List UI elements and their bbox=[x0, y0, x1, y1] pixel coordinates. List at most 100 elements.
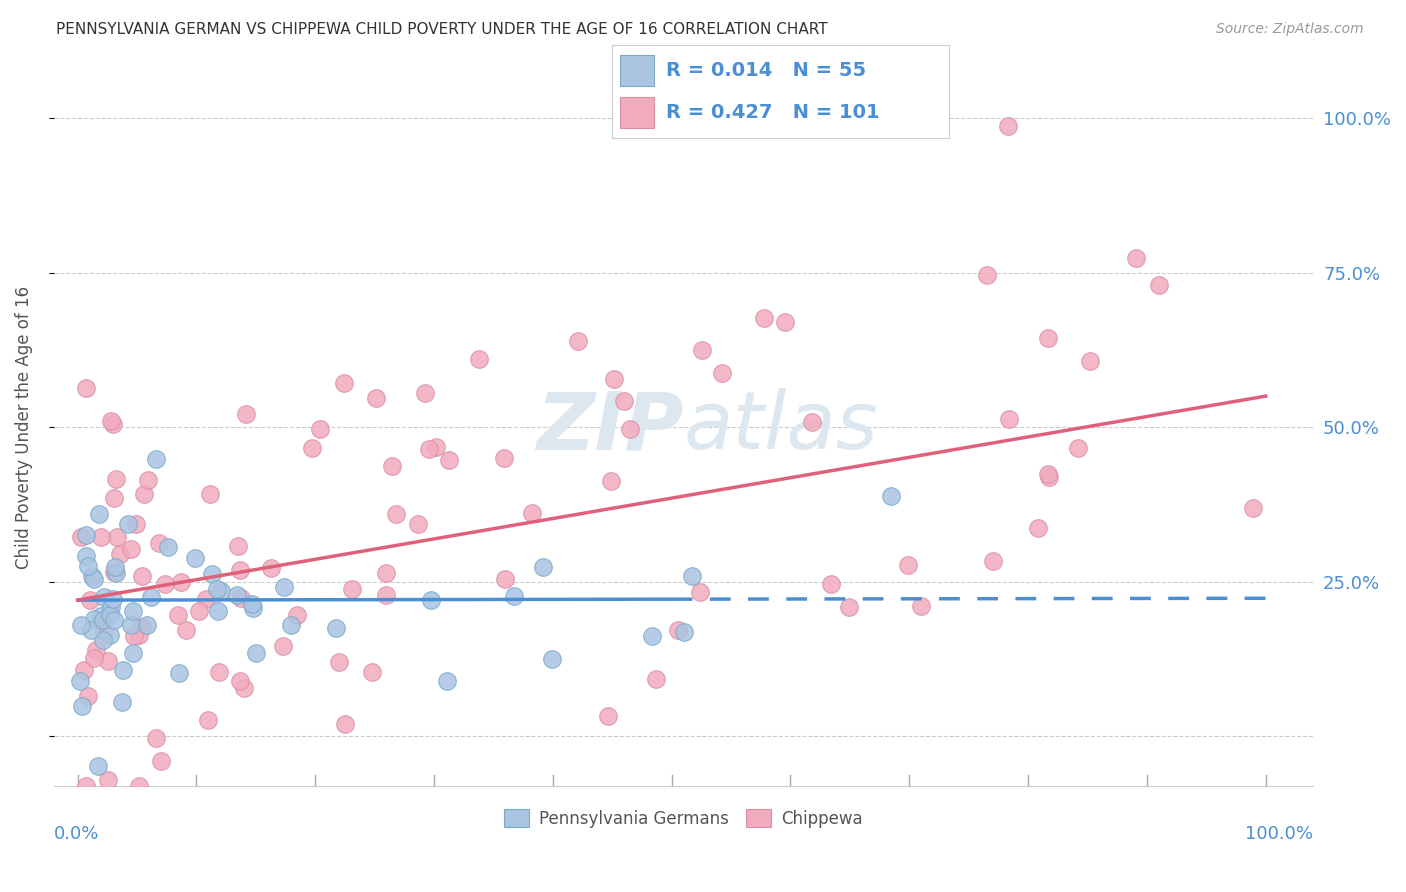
Point bbox=[108, 547, 131, 561]
Text: 100.0%: 100.0% bbox=[1246, 825, 1313, 843]
Point bbox=[97, 654, 120, 668]
Text: 0.0%: 0.0% bbox=[53, 825, 100, 843]
Point bbox=[673, 625, 696, 640]
Point bbox=[136, 473, 159, 487]
Point bbox=[120, 541, 142, 556]
Point bbox=[121, 604, 143, 618]
Point bbox=[437, 452, 460, 467]
Point bbox=[70, 698, 93, 713]
Point bbox=[83, 651, 105, 665]
Point bbox=[90, 608, 112, 623]
Point bbox=[235, 407, 257, 421]
Point bbox=[773, 315, 796, 329]
Point bbox=[197, 713, 219, 727]
Point bbox=[641, 629, 664, 643]
Point bbox=[91, 613, 114, 627]
Point bbox=[229, 563, 252, 577]
Point bbox=[997, 120, 1019, 134]
Point bbox=[229, 674, 252, 689]
Point bbox=[198, 487, 221, 501]
Point bbox=[381, 458, 404, 473]
Point bbox=[77, 689, 100, 703]
Point bbox=[207, 604, 229, 618]
Point bbox=[103, 613, 125, 627]
Point bbox=[131, 569, 153, 583]
Point bbox=[1038, 470, 1060, 484]
Point bbox=[139, 590, 162, 604]
Point bbox=[406, 516, 429, 531]
Point bbox=[148, 536, 170, 550]
Text: atlas: atlas bbox=[683, 388, 879, 466]
Point bbox=[599, 474, 621, 488]
Point bbox=[1036, 331, 1059, 345]
Point bbox=[75, 779, 97, 793]
Point bbox=[1241, 500, 1264, 515]
Point bbox=[111, 695, 134, 709]
Point bbox=[418, 442, 440, 456]
Text: R = 0.427   N = 101: R = 0.427 N = 101 bbox=[665, 103, 879, 122]
Point bbox=[105, 530, 128, 544]
Point bbox=[801, 415, 824, 429]
Point bbox=[70, 617, 93, 632]
Point bbox=[150, 754, 173, 768]
Point bbox=[169, 665, 191, 680]
Point bbox=[105, 472, 128, 486]
Point bbox=[77, 559, 100, 574]
Point bbox=[156, 540, 179, 554]
Point bbox=[645, 672, 668, 686]
Point bbox=[97, 772, 120, 787]
Point bbox=[910, 599, 932, 613]
Point bbox=[385, 507, 408, 521]
Point bbox=[1067, 442, 1090, 456]
Point bbox=[226, 588, 249, 602]
Point bbox=[174, 624, 197, 638]
Point bbox=[205, 582, 228, 597]
Point bbox=[155, 577, 177, 591]
Point bbox=[145, 731, 167, 745]
Point bbox=[207, 665, 229, 679]
Point bbox=[195, 591, 218, 606]
Point bbox=[425, 440, 447, 454]
Point bbox=[105, 566, 128, 581]
Point bbox=[128, 779, 150, 793]
Point bbox=[93, 624, 115, 639]
Point bbox=[520, 506, 543, 520]
Point bbox=[273, 581, 295, 595]
Point bbox=[121, 646, 143, 660]
Point bbox=[136, 618, 159, 632]
Point bbox=[710, 366, 733, 380]
Point bbox=[134, 487, 156, 501]
Point bbox=[226, 539, 249, 553]
Point bbox=[79, 623, 101, 637]
Y-axis label: Child Poverty Under the Age of 16: Child Poverty Under the Age of 16 bbox=[15, 285, 32, 568]
Legend: Pennsylvania Germans, Chippewa: Pennsylvania Germans, Chippewa bbox=[498, 803, 869, 835]
Point bbox=[690, 343, 713, 357]
Point bbox=[838, 600, 860, 615]
Point bbox=[101, 592, 124, 607]
Point bbox=[240, 597, 263, 611]
Point bbox=[184, 550, 207, 565]
Point bbox=[494, 572, 516, 586]
Point bbox=[328, 656, 350, 670]
Point bbox=[666, 623, 689, 637]
Point bbox=[309, 422, 332, 436]
Point bbox=[75, 549, 97, 563]
Point bbox=[271, 640, 294, 654]
Point bbox=[120, 618, 142, 632]
Point bbox=[981, 554, 1004, 568]
Point bbox=[93, 632, 115, 647]
Point bbox=[285, 608, 308, 623]
Point bbox=[75, 527, 97, 541]
Point bbox=[976, 268, 998, 283]
Text: PENNSYLVANIA GERMAN VS CHIPPEWA CHILD POVERTY UNDER THE AGE OF 16 CORRELATION CH: PENNSYLVANIA GERMAN VS CHIPPEWA CHILD PO… bbox=[56, 22, 828, 37]
Point bbox=[1038, 467, 1060, 481]
Point bbox=[681, 569, 703, 583]
Point bbox=[103, 491, 125, 506]
Point bbox=[100, 600, 122, 615]
Point bbox=[231, 591, 253, 606]
Point bbox=[420, 593, 443, 607]
Point bbox=[100, 414, 122, 428]
Point bbox=[209, 584, 232, 599]
Point bbox=[125, 516, 148, 531]
Point bbox=[104, 559, 127, 574]
